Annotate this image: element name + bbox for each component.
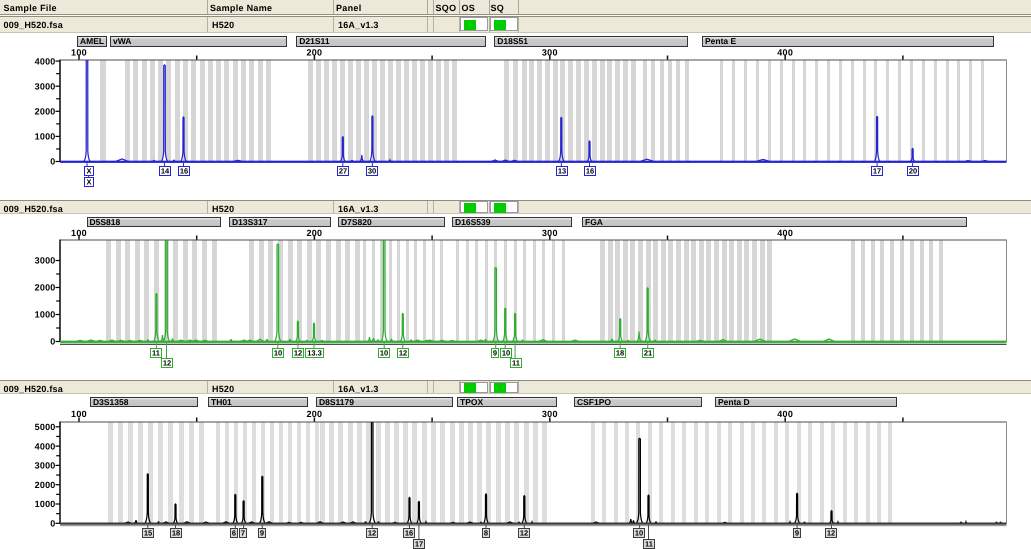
svg-text:14: 14 bbox=[161, 167, 170, 176]
svg-text:0: 0 bbox=[50, 519, 55, 529]
svg-text:X: X bbox=[86, 167, 91, 176]
svg-text:2000: 2000 bbox=[35, 107, 56, 117]
svg-text:300: 300 bbox=[542, 409, 558, 419]
svg-text:12: 12 bbox=[827, 529, 835, 538]
svg-text:100: 100 bbox=[71, 47, 87, 57]
svg-text:12: 12 bbox=[399, 349, 407, 358]
svg-text:10: 10 bbox=[635, 529, 643, 538]
svg-text:30: 30 bbox=[368, 167, 376, 176]
svg-text:4000: 4000 bbox=[35, 56, 56, 66]
svg-text:6: 6 bbox=[232, 529, 236, 538]
svg-text:18: 18 bbox=[616, 349, 624, 358]
svg-text:7: 7 bbox=[241, 529, 245, 538]
svg-text:9: 9 bbox=[493, 349, 497, 358]
svg-text:16: 16 bbox=[586, 167, 594, 176]
svg-text:1000: 1000 bbox=[35, 132, 56, 142]
svg-text:3000: 3000 bbox=[35, 81, 56, 91]
svg-text:10: 10 bbox=[274, 349, 282, 358]
svg-text:0: 0 bbox=[50, 157, 55, 167]
svg-text:9: 9 bbox=[260, 529, 264, 538]
svg-text:12: 12 bbox=[368, 529, 376, 538]
svg-text:17: 17 bbox=[873, 167, 881, 176]
svg-text:13.3: 13.3 bbox=[307, 349, 322, 358]
svg-text:12: 12 bbox=[294, 349, 302, 358]
svg-text:10: 10 bbox=[380, 349, 388, 358]
svg-text:13: 13 bbox=[558, 167, 566, 176]
svg-text:200: 200 bbox=[306, 47, 322, 57]
svg-text:1000: 1000 bbox=[35, 499, 56, 509]
svg-text:200: 200 bbox=[306, 228, 322, 238]
svg-text:11: 11 bbox=[512, 359, 520, 368]
svg-text:12: 12 bbox=[163, 359, 171, 368]
svg-text:400: 400 bbox=[777, 228, 793, 238]
svg-text:400: 400 bbox=[777, 47, 793, 57]
svg-text:X: X bbox=[86, 178, 91, 187]
svg-text:100: 100 bbox=[71, 409, 87, 419]
svg-text:9: 9 bbox=[795, 529, 799, 538]
svg-text:3000: 3000 bbox=[35, 461, 56, 471]
svg-text:11: 11 bbox=[152, 349, 160, 358]
svg-text:12: 12 bbox=[520, 529, 528, 538]
svg-text:5000: 5000 bbox=[35, 422, 56, 432]
svg-text:2000: 2000 bbox=[35, 480, 56, 490]
svg-text:27: 27 bbox=[339, 167, 347, 176]
svg-text:0: 0 bbox=[50, 337, 55, 347]
svg-text:4000: 4000 bbox=[35, 441, 56, 451]
svg-text:16: 16 bbox=[405, 529, 413, 538]
svg-text:300: 300 bbox=[542, 47, 558, 57]
svg-text:8: 8 bbox=[484, 529, 488, 538]
svg-text:200: 200 bbox=[306, 409, 322, 419]
svg-text:21: 21 bbox=[644, 349, 652, 358]
svg-text:10: 10 bbox=[502, 349, 510, 358]
svg-text:15: 15 bbox=[144, 529, 152, 538]
svg-text:18: 18 bbox=[172, 529, 180, 538]
svg-text:11: 11 bbox=[645, 540, 653, 549]
svg-text:400: 400 bbox=[777, 409, 793, 419]
svg-text:300: 300 bbox=[542, 228, 558, 238]
svg-text:3000: 3000 bbox=[35, 256, 56, 266]
svg-text:17: 17 bbox=[415, 540, 423, 549]
svg-text:100: 100 bbox=[71, 228, 87, 238]
svg-text:1000: 1000 bbox=[35, 310, 56, 320]
svg-text:16: 16 bbox=[180, 167, 188, 176]
svg-text:20: 20 bbox=[909, 167, 917, 176]
svg-text:2000: 2000 bbox=[35, 283, 56, 293]
